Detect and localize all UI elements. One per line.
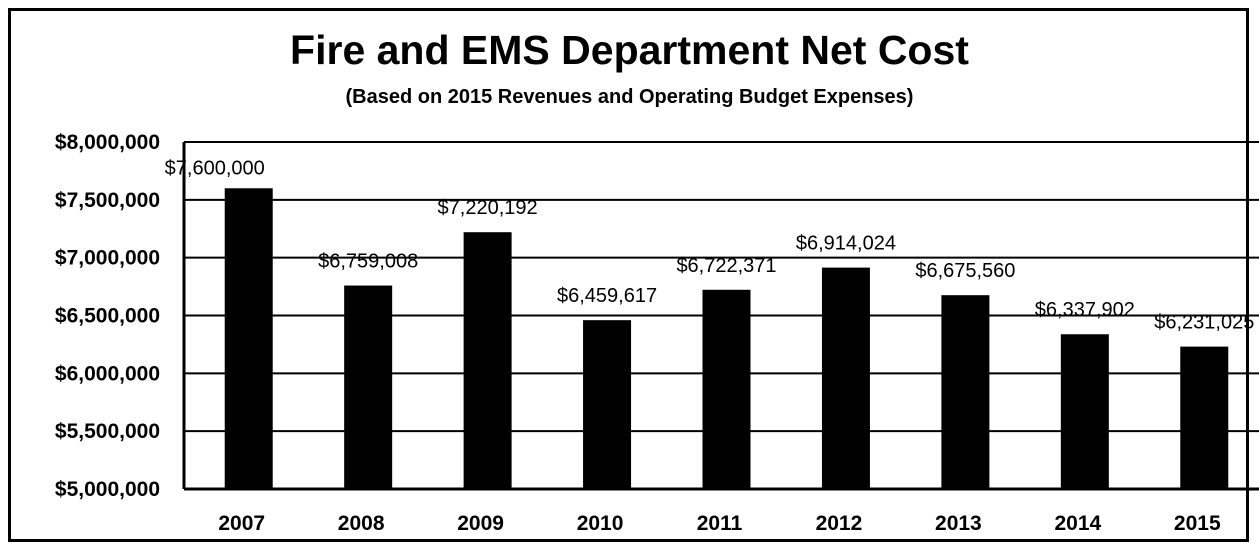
- bar-2010: [583, 320, 632, 489]
- bar-2012: [821, 267, 870, 489]
- x-tick-label-2008: 2008: [338, 512, 385, 535]
- bar-2007: [224, 188, 273, 489]
- y-tick-label: $7,000,000: [55, 247, 160, 270]
- x-axis-category-labels: 2007 2008 2009 2010 2011 2012 2013 2014 2015: [218, 512, 1221, 535]
- data-label-2013: $6,675,560: [915, 260, 1015, 282]
- y-tick-label: $8,000,000: [55, 131, 160, 154]
- y-tick-label: $5,500,000: [55, 420, 160, 443]
- data-labels: $7,600,000 $6,759,008 $7,220,192 $6,459,617…: [165, 157, 1255, 333]
- bars: [224, 188, 1229, 489]
- y-tick-label: $5,000,000: [55, 478, 160, 501]
- bar-2011: [702, 289, 751, 489]
- data-label-2014: $6,337,902: [1035, 299, 1135, 321]
- bar-2013: [941, 295, 990, 489]
- data-label-2011: $6,722,371: [676, 255, 776, 277]
- x-tick-label-2011: 2011: [697, 512, 743, 535]
- y-axis-tick-labels: $5,000,000 $5,500,000 $6,000,000 $6,500,000…: [55, 131, 160, 501]
- bar-2015: [1180, 346, 1229, 489]
- x-tick-label-2012: 2012: [816, 512, 863, 535]
- x-tick-label-2013: 2013: [935, 512, 982, 535]
- x-tick-label-2014: 2014: [1054, 512, 1101, 535]
- data-label-2015: $6,231,025: [1154, 312, 1254, 334]
- bar-2014: [1060, 334, 1109, 489]
- data-label-2009: $7,220,192: [438, 197, 538, 219]
- x-tick-label-2010: 2010: [577, 512, 624, 535]
- y-tick-label: $6,000,000: [55, 362, 160, 385]
- chart-title: Fire and EMS Department Net Cost: [290, 27, 969, 73]
- bar-2008: [344, 285, 393, 489]
- bar-2009: [463, 232, 512, 489]
- chart-subtitle: (Based on 2015 Revenues and Operating Bu…: [345, 86, 914, 108]
- x-tick-label-2007: 2007: [218, 512, 265, 535]
- y-tick-label: $7,500,000: [55, 189, 160, 212]
- x-tick-label-2015: 2015: [1174, 512, 1221, 535]
- x-tick-label-2009: 2009: [457, 512, 504, 535]
- data-label-2008: $6,759,008: [318, 251, 418, 273]
- y-tick-label: $6,500,000: [55, 305, 160, 328]
- data-label-2010: $6,459,617: [557, 285, 657, 307]
- data-label-2012: $6,914,024: [796, 233, 896, 255]
- data-label-2007: $7,600,000: [165, 157, 265, 179]
